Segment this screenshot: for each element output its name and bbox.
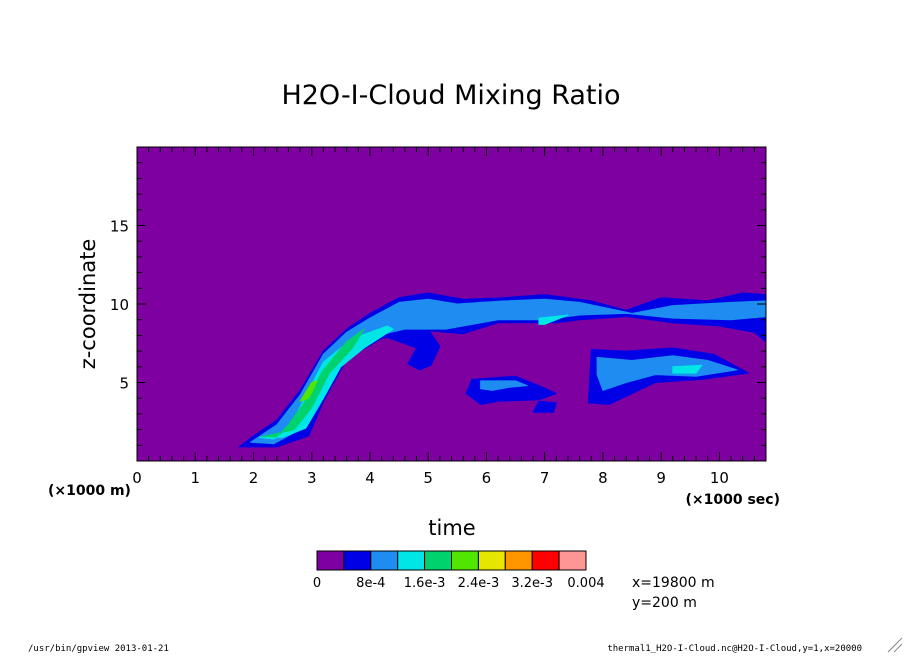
x-tick-label: 9 (656, 469, 666, 487)
colorbar (316, 550, 587, 571)
x-tick-label: 2 (249, 469, 259, 487)
y-axis-label: z-coordinate (76, 239, 100, 370)
footer-left: /usr/bin/gpview 2013-01-21 (28, 644, 169, 654)
x-tick-label: 7 (540, 469, 550, 487)
colorbar-labels: 0 8e-4 1.6e-3 2.4e-3 3.2e-3 0.004 (313, 576, 605, 591)
contour-region-level-1 (532, 400, 557, 413)
colorbar-label: 3.2e-3 (511, 576, 553, 591)
annotation-y: y=200 m (632, 595, 697, 611)
y-tick-label: 5 (119, 375, 129, 393)
resize-grip-icon[interactable] (887, 637, 903, 653)
colorbar-swatch (531, 550, 560, 571)
contour-region-level-1 (381, 328, 441, 371)
colorbar-swatch (343, 550, 372, 571)
colorbar-label: 8e-4 (356, 576, 385, 591)
x-tick-label: 1 (190, 469, 200, 487)
x-tick-label: 8 (598, 469, 608, 487)
colorbar-swatch (477, 550, 506, 571)
x-tick-label: 5 (423, 469, 433, 487)
colorbar-swatch (370, 550, 399, 571)
colorbar-label: 0 (313, 576, 321, 591)
x-tick-label: 10 (710, 469, 729, 487)
contour-region-level-2 (480, 380, 528, 391)
x-units-label: (×1000 sec) (686, 492, 781, 508)
colorbar-label: 2.4e-3 (458, 576, 500, 591)
x-axis-label: time (428, 516, 475, 540)
x-tick-label: 3 (307, 469, 317, 487)
colorbar-label: 0.004 (567, 576, 604, 591)
colorbar-swatch (424, 550, 453, 571)
colorbar-swatch (504, 550, 533, 571)
contour-regions (238, 292, 767, 448)
y-tick-label: 15 (110, 218, 129, 236)
axis-tick-labels: 0 1 2 3 4 5 6 7 8 9 10 5 10 15 (110, 218, 729, 488)
contour-region-level-2 (596, 355, 738, 391)
y-tick-label: 10 (110, 296, 129, 314)
contour-region-level-3 (538, 314, 569, 325)
colorbar-swatch (558, 550, 587, 571)
colorbar-swatch (316, 550, 345, 571)
colorbar-label: 1.6e-3 (404, 576, 446, 591)
colorbar-swatch (397, 550, 426, 571)
contour-region-level-3 (672, 364, 703, 374)
contour-region-level-4 (261, 328, 365, 438)
chart-title: H2O-I-Cloud Mixing Ratio (281, 80, 620, 111)
footer-right: thermal1_H2O-I-Cloud.nc@H2O-I-Cloud,y=1,… (607, 644, 862, 654)
contour-region-level-5 (299, 380, 318, 402)
x-tick-label: 0 (132, 469, 142, 487)
x-tick-label: 4 (365, 469, 375, 487)
y-units-label: (×1000 m) (48, 483, 131, 499)
colorbar-swatch (451, 550, 479, 571)
x-tick-label: 6 (482, 469, 492, 487)
axis-ticks (136, 147, 766, 461)
annotation-x: x=19800 m (632, 575, 715, 591)
